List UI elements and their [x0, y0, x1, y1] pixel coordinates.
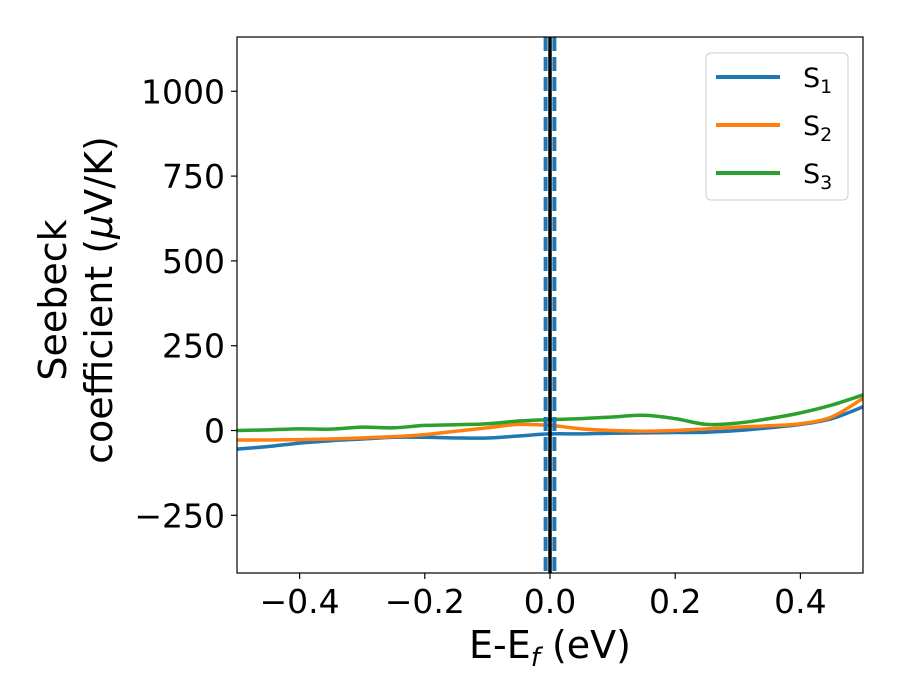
legend-label-s1: S1: [803, 63, 832, 98]
x-axis-label-tail: (eV): [540, 623, 631, 667]
y-tick-label: −250: [134, 496, 225, 535]
y-axis-label-line2-tail: V/K): [77, 136, 121, 215]
y-ticks: −250 0 250 500 750 1000: [134, 72, 237, 535]
fermi-level-lines: [543, 37, 557, 573]
x-tick-label: 0.2: [649, 582, 701, 621]
y-tick-label: 0: [204, 412, 225, 451]
y-axis-label-line2-main: coefficient (: [77, 239, 121, 464]
y-tick-label: 1000: [141, 72, 225, 111]
legend: S1 S2 S3: [705, 52, 849, 201]
legend-label-s3: S3: [803, 159, 832, 194]
x-tick-label: 0.0: [524, 582, 576, 621]
x-axis-label-main: E-E: [469, 623, 531, 667]
y-axis-label-line1: Seebeck: [31, 219, 75, 380]
y-axis-label-mu: μ: [77, 215, 121, 240]
y-axis-label-line2: coefficient (μV/K): [77, 136, 121, 464]
x-tick-label: −0.2: [385, 582, 465, 621]
y-tick-label: 500: [162, 242, 225, 281]
y-axis-label: Seebeck coefficient (μV/K): [31, 136, 121, 464]
x-axis-label: E-Ef (eV): [469, 623, 631, 673]
x-ticks: −0.4 −0.2 0.0 0.2 0.4: [260, 573, 827, 621]
y-tick-label: 750: [162, 157, 225, 196]
x-tick-label: −0.4: [260, 582, 340, 621]
y-tick-label: 250: [162, 327, 225, 366]
x-tick-label: 0.4: [774, 582, 826, 621]
legend-label-s2: S2: [803, 111, 832, 146]
